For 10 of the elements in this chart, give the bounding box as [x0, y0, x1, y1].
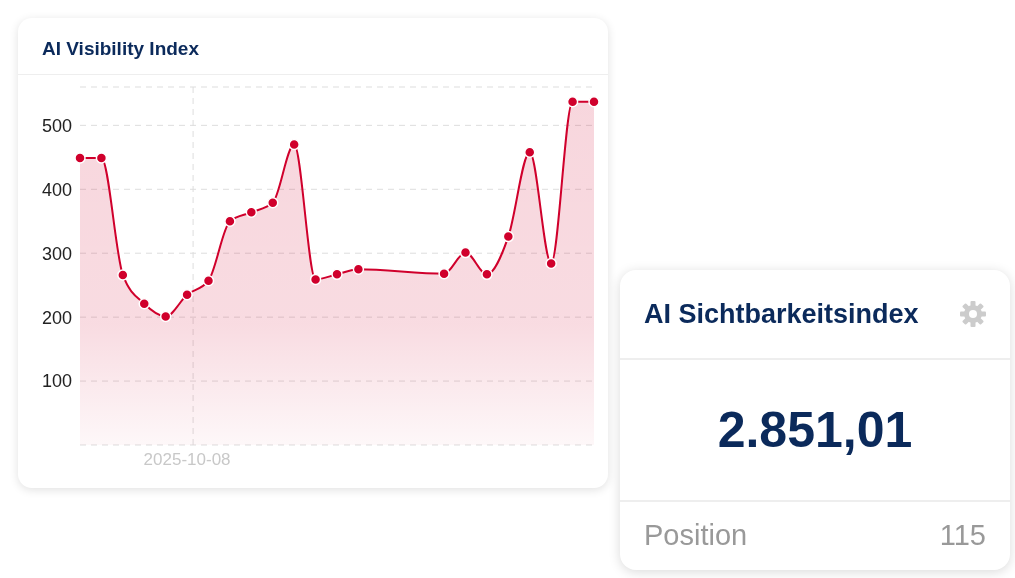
y-tick-label: 200 — [41, 307, 72, 328]
y-tick-label: 500 — [41, 115, 72, 136]
y-tick-label: 300 — [41, 243, 72, 264]
text: 115 — [939, 518, 986, 552]
text: Position — [644, 518, 748, 552]
y-tick-label: 100 — [41, 371, 72, 392]
y-tick-label: 400 — [41, 179, 72, 200]
text: AI Sichtbarkeitsindex — [644, 298, 919, 330]
chart-title: AI Visibility Index — [18, 18, 608, 75]
text: 2.851,01 — [620, 360, 1010, 502]
